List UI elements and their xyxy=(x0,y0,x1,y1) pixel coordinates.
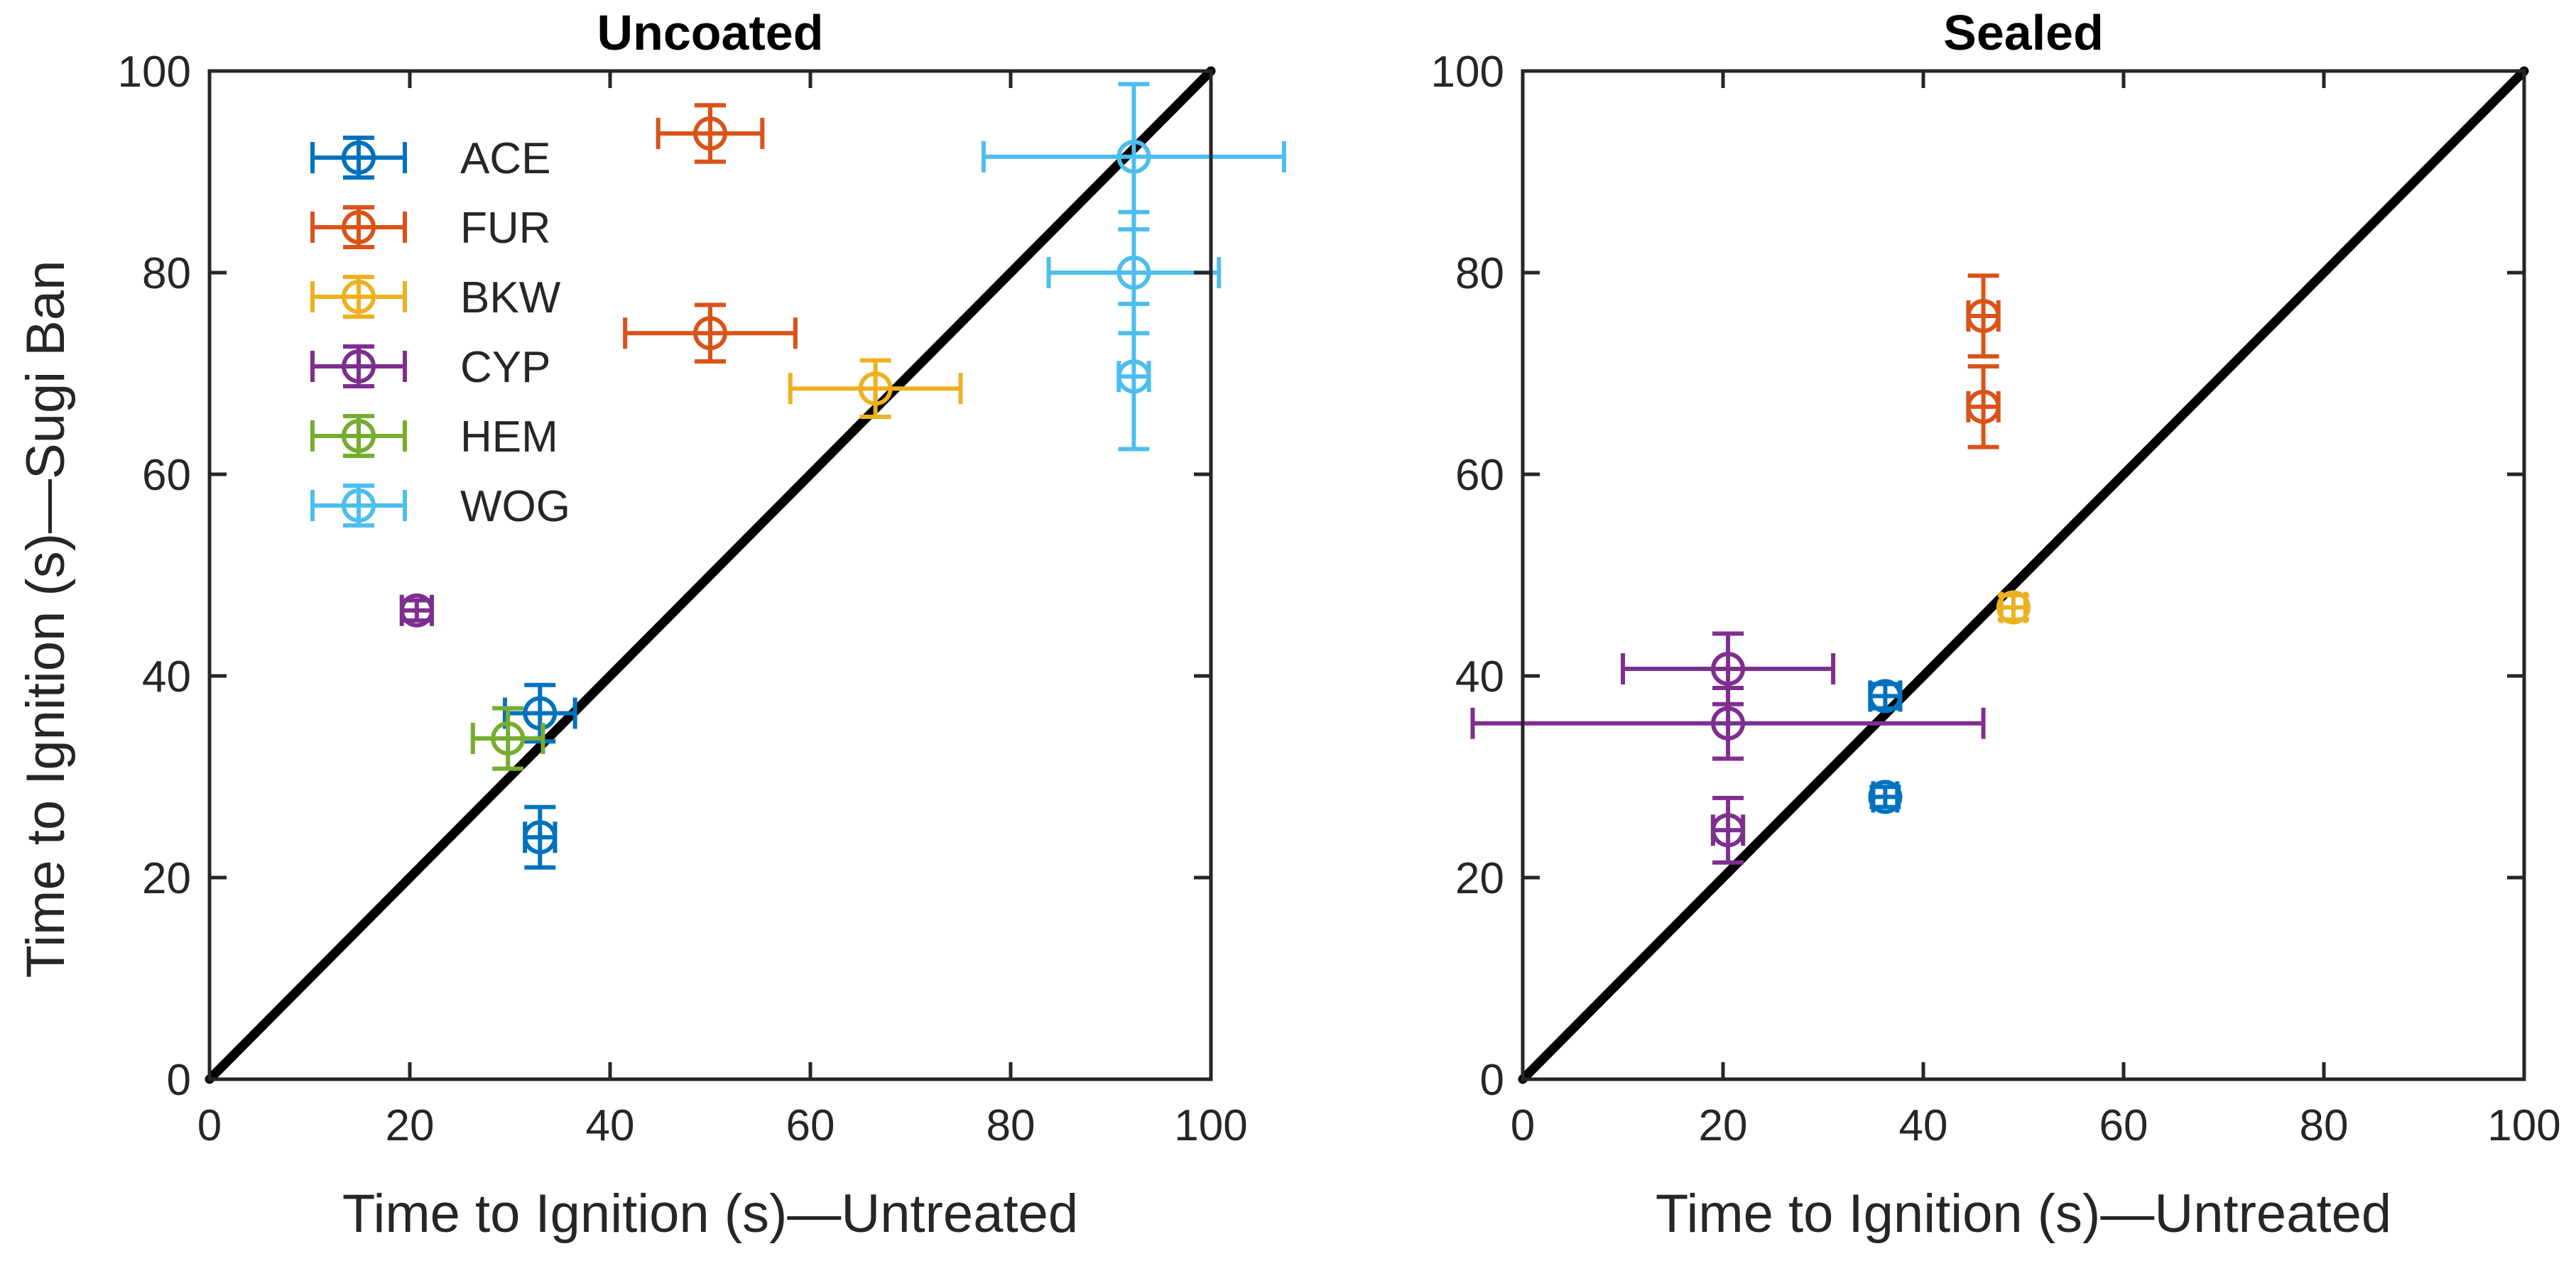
circle-marker xyxy=(693,316,727,351)
circle-marker xyxy=(1711,813,1746,848)
sealed-y-tick-label: 100 xyxy=(1431,48,1504,97)
sealed-y-tick-label: 20 xyxy=(1455,854,1504,903)
circle-marker xyxy=(858,371,893,406)
uncoated-wog-point-2 xyxy=(1046,209,1222,336)
uncoated-y-tick-label: 40 xyxy=(142,653,191,702)
legend-entry-hem xyxy=(310,414,407,458)
uncoated-x-axis-label: Time to Ignition (s)—Untreated xyxy=(342,1184,1078,1244)
uncoated-y-tick-label: 60 xyxy=(142,451,191,500)
sealed-bkw-point-1 xyxy=(1996,590,2031,625)
circle-marker xyxy=(1711,706,1746,741)
legend-marker xyxy=(342,419,376,453)
sealed-x-tick-label: 20 xyxy=(1699,1101,1748,1150)
circle-marker xyxy=(491,721,526,756)
sealed-x-tick-label: 80 xyxy=(2300,1101,2349,1150)
uncoated-y-axis-label: Time to Ignition (s)—Sugi Ban xyxy=(16,261,76,978)
uncoated-bkw-point-1 xyxy=(788,358,963,420)
uncoated-wog-point-3 xyxy=(1116,302,1151,452)
uncoated-panel: Uncoated 0 20 40 60 80 100 0 20 40 60 80 100 Time t… xyxy=(16,5,1286,1244)
legend-marker xyxy=(342,210,376,244)
legend-label-bkw: BKW xyxy=(460,273,561,322)
uncoated-chart-title: Uncoated xyxy=(597,5,824,60)
uncoated-x-tick-label: 20 xyxy=(386,1101,435,1150)
uncoated-fur-point-2 xyxy=(623,302,798,364)
circle-marker xyxy=(693,116,727,151)
legend-entry-ace xyxy=(310,136,407,180)
sealed-y-tick-label: 0 xyxy=(1480,1056,1504,1105)
uncoated-x-tick-label: 60 xyxy=(786,1101,835,1150)
uncoated-y-tick-label: 80 xyxy=(142,249,191,298)
legend-marker xyxy=(342,349,376,383)
uncoated-cyp-point-1 xyxy=(399,593,435,628)
sealed-axes-box xyxy=(1521,69,2526,1081)
sealed-y-tick-label: 60 xyxy=(1455,451,1504,500)
uncoated-ace-point-2 xyxy=(523,804,558,870)
sealed-y-tick-label: 80 xyxy=(1455,249,1504,298)
uncoated-y-tick-label: 20 xyxy=(142,854,191,903)
uncoated-hem-point-1 xyxy=(470,706,545,771)
uncoated-y-tick-label: 0 xyxy=(167,1056,191,1105)
legend-label-ace: ACE xyxy=(460,134,550,183)
legend-marker xyxy=(342,141,376,175)
uncoated-x-tick-label: 0 xyxy=(197,1101,222,1150)
sealed-x-tick-label: 0 xyxy=(1511,1101,1535,1150)
legend-label-cyp: CYP xyxy=(460,343,550,392)
circle-marker xyxy=(1868,780,1903,814)
sealed-x-tick-label: 40 xyxy=(1899,1101,1948,1150)
uncoated-fur-point-1 xyxy=(656,103,765,164)
legend-marker xyxy=(342,280,376,314)
legend-marker xyxy=(342,488,376,523)
circle-marker xyxy=(523,820,558,855)
sealed-x-axis-label: Time to Ignition (s)—Untreated xyxy=(1656,1184,2391,1244)
uncoated-x-tick-label: 80 xyxy=(987,1101,1036,1150)
legend-label-hem: HEM xyxy=(460,413,558,462)
sealed-y-tick-label: 40 xyxy=(1455,653,1504,702)
circle-marker xyxy=(1996,590,2031,625)
uncoated-x-tick-label: 40 xyxy=(586,1101,635,1150)
sealed-ace-point-1 xyxy=(1868,679,1903,714)
circle-marker xyxy=(1966,299,2001,334)
sealed-cyp-point-3 xyxy=(1710,795,1746,865)
legend-label-fur: FUR xyxy=(460,204,550,253)
sealed-x-tick-label: 100 xyxy=(2487,1101,2560,1150)
uncoated-axes-box xyxy=(207,69,1213,1081)
uncoated-reference-line xyxy=(205,66,1216,1084)
sealed-fur-point-1 xyxy=(1966,273,2001,359)
circle-marker xyxy=(1868,679,1903,714)
legend-entry-cyp xyxy=(310,344,407,388)
legend: ACE FUR BKW CYP HEM WOG xyxy=(310,134,570,531)
circle-marker xyxy=(1116,359,1151,394)
circle-marker xyxy=(1966,389,2001,424)
legend-entry-fur xyxy=(310,205,407,249)
legend-entry-bkw xyxy=(310,275,407,319)
uncoated-ace-point-1 xyxy=(502,682,577,744)
legend-label-wog: WOG xyxy=(460,482,570,531)
sealed-ace-point-2 xyxy=(1868,780,1903,814)
circle-marker xyxy=(523,696,558,731)
sealed-x-tick-label: 60 xyxy=(2099,1101,2148,1150)
circle-marker xyxy=(1116,256,1151,290)
sealed-reference-line xyxy=(1518,66,2529,1084)
uncoated-y-tick-label: 100 xyxy=(118,48,191,97)
uncoated-x-tick-label: 100 xyxy=(1174,1101,1247,1150)
sealed-fur-point-2 xyxy=(1966,364,2001,449)
legend-entry-wog xyxy=(310,484,407,528)
sealed-cyp-point-2 xyxy=(1470,686,1986,761)
sealed-chart-title: Sealed xyxy=(1943,5,2104,60)
circle-marker xyxy=(1116,139,1151,174)
sealed-panel: Sealed 0 20 40 60 80 100 0 20 40 60 80 100 Time to … xyxy=(1431,5,2561,1244)
circle-marker xyxy=(1711,652,1746,687)
circle-marker xyxy=(399,593,434,628)
